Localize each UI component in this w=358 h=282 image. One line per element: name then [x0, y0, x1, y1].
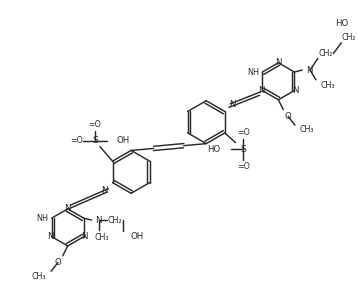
Text: N: N — [82, 232, 88, 241]
Text: HO: HO — [335, 19, 348, 28]
Text: =O: =O — [88, 120, 101, 129]
Text: CH₃: CH₃ — [300, 125, 314, 135]
Text: N: N — [292, 86, 299, 95]
Text: =O: =O — [237, 128, 250, 137]
Text: O: O — [54, 258, 61, 267]
Text: CH₂: CH₂ — [318, 49, 333, 58]
Text: CH₂: CH₂ — [342, 34, 356, 42]
Text: N: N — [229, 100, 236, 109]
Text: N: N — [101, 186, 108, 195]
Text: N: N — [258, 86, 265, 95]
Text: =O: =O — [237, 162, 250, 171]
Text: CH₃: CH₃ — [95, 233, 109, 242]
Text: HO: HO — [208, 145, 221, 154]
Text: OH: OH — [116, 136, 130, 145]
Text: N: N — [64, 204, 71, 213]
Text: CH₃: CH₃ — [32, 272, 46, 281]
Text: O: O — [285, 112, 291, 121]
Text: N: N — [275, 58, 282, 67]
Text: NH: NH — [37, 214, 49, 223]
Text: =O: =O — [70, 136, 83, 145]
Text: CH₂: CH₂ — [108, 216, 122, 224]
Text: OH: OH — [131, 232, 144, 241]
Text: CH₃: CH₃ — [321, 81, 335, 90]
Text: N: N — [48, 232, 54, 241]
Text: S: S — [240, 145, 246, 154]
Text: S: S — [92, 136, 98, 145]
Text: NH: NH — [247, 67, 260, 76]
Text: N: N — [306, 66, 313, 74]
Text: N: N — [96, 216, 102, 224]
